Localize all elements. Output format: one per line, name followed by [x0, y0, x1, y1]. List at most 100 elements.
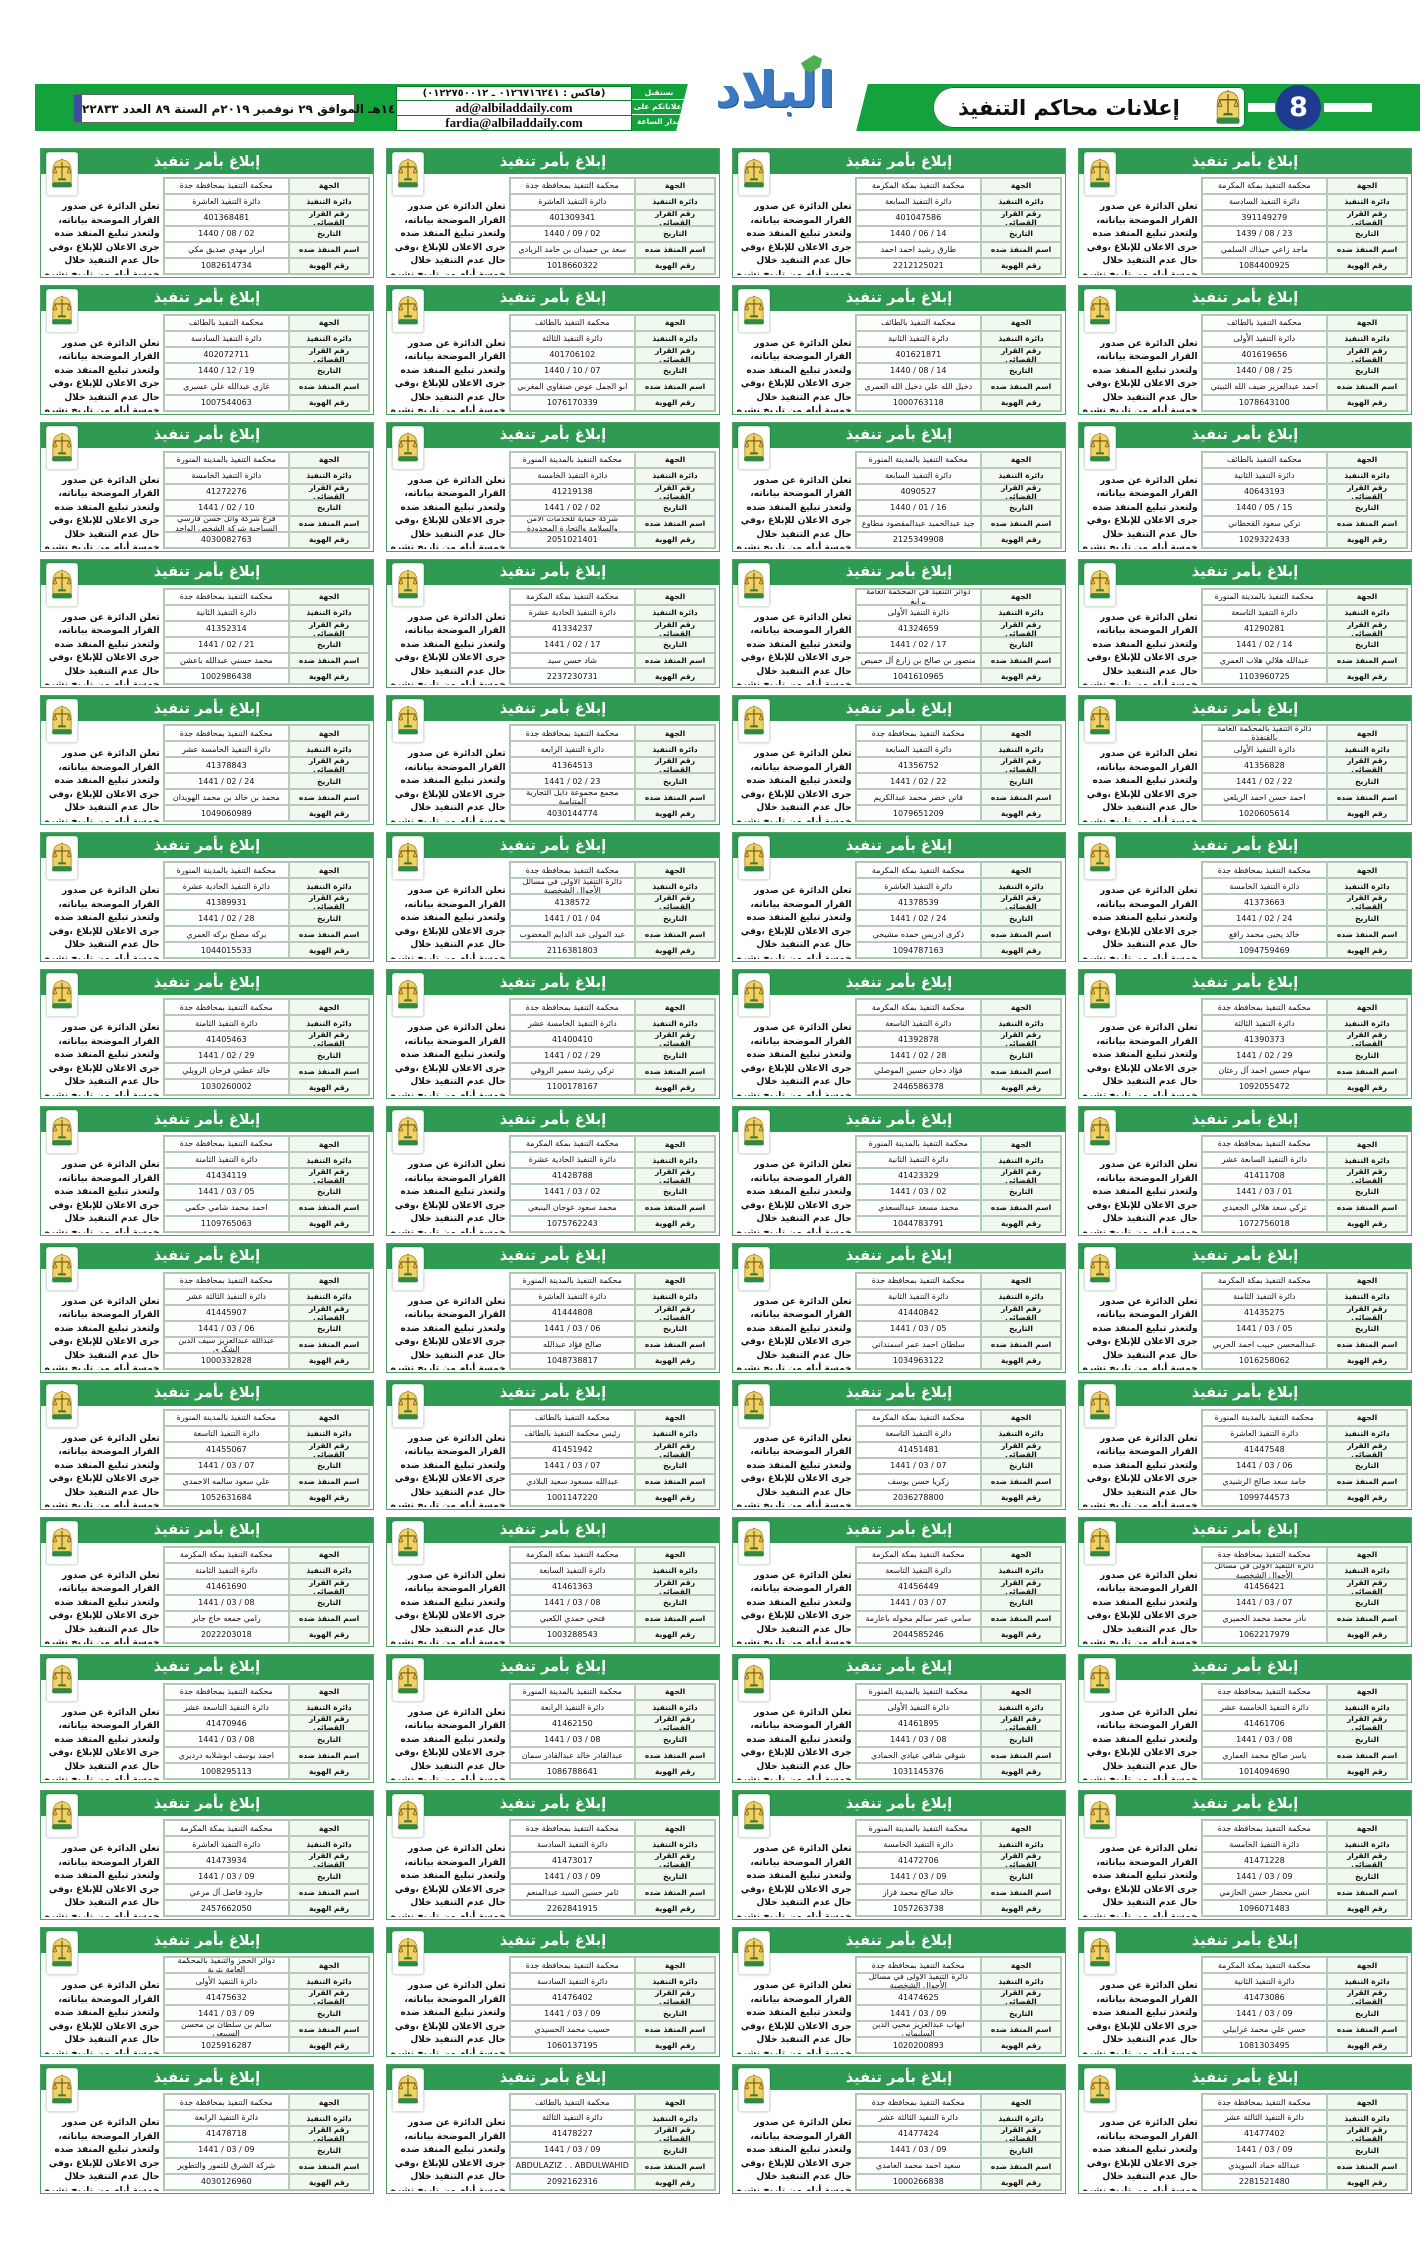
card-body: الجهة محكمة التنفيذ بمحافظة جدة دائرة ال… [41, 174, 373, 277]
execution-notice-card: إبلاغ بأمر تنفيذ الجهة محكمة التنفيذ بمح… [40, 695, 374, 826]
card-table: الجهة محكمة التنفيذ بالطائف دائرة التنفي… [508, 313, 716, 412]
ministry-justice-emblem-icon [52, 705, 72, 735]
value-department: دائرة التنفيذ الأولى في مسائل الأحوال ال… [1201, 1562, 1327, 1579]
value-date: 17 / 02 / 1441 [855, 636, 981, 653]
card-title: إبلاغ بأمر تنفيذ [733, 833, 1065, 859]
card-announcement-text: تعلن الدائرة عن صدور القرار الموضحة بيان… [736, 2118, 852, 2191]
label-decision-no: رقم القرار القضائي [1327, 2126, 1407, 2143]
value-date: 10 / 02 / 1441 [163, 499, 289, 516]
label-id-no: رقم الهوية [1327, 1352, 1407, 1369]
card-title: إبلاغ بأمر تنفيذ [1079, 559, 1411, 585]
card-title: إبلاغ بأمر تنفيذ [733, 970, 1065, 996]
label-name: اسم المنفذ ضده [635, 378, 715, 395]
card-table: الجهة محكمة التنفيذ بمحافظة جدة دائرة ال… [1200, 1682, 1408, 1781]
ministry-justice-emblem-icon [52, 2074, 72, 2104]
card-announcement-text: تعلن الدائرة عن صدور القرار الموضحة بيان… [44, 1023, 160, 1097]
label-decision-no: رقم القرار القضائي [981, 1852, 1061, 1869]
value-jurisdiction: محكمة التنفيذ بمكة المكرمة [855, 178, 981, 194]
value-jurisdiction: محكمة التنفيذ بالمدينة المنورة [855, 1683, 981, 1700]
card-table: الجهة محكمة التنفيذ بالطائف دائرة التنفي… [508, 1408, 716, 1507]
label-name: اسم المنفذ ضده [981, 2158, 1061, 2175]
value-jurisdiction: محكمة التنفيذ بالطائف [1201, 314, 1327, 331]
execution-notice-card: إبلاغ بأمر تنفيذ الجهة محكمة التنفيذ بمك… [386, 558, 720, 689]
card-title: إبلاغ بأمر تنفيذ [1079, 1243, 1411, 1269]
albilad-logo-text: البلاد [715, 61, 835, 119]
value-date: 07 / 03 / 1441 [855, 1457, 981, 1474]
label-department: دائرة التنفيذ [635, 193, 715, 210]
value-name: تركي سعود القحطاني [1201, 515, 1327, 532]
value-date: 09 / 03 / 1441 [163, 2142, 289, 2159]
card-title: إبلاغ بأمر تنفيذ [41, 696, 373, 722]
label-decision-no: رقم القرار القضائي [981, 483, 1061, 500]
card-title: إبلاغ بأمر تنفيذ [387, 285, 719, 311]
card-body: الجهة محكمة التنفيذ بمحافظة جدة دائرة ال… [1079, 858, 1411, 961]
value-jurisdiction: محكمة التنفيذ بمحافظة جدة [509, 862, 635, 879]
value-date: 06 / 03 / 1441 [1201, 1457, 1327, 1474]
value-decision-no: 41475632 [163, 1989, 289, 2006]
execution-notice-card: إبلاغ بأمر تنفيذ الجهة محكمة التنفيذ بال… [1078, 284, 1412, 415]
label-id-no: رقم الهوية [1327, 257, 1407, 274]
label-date: التاريخ [289, 2005, 369, 2022]
label-id-no: رقم الهوية [1327, 1626, 1407, 1643]
label-jurisdiction: الجهة [981, 178, 1061, 194]
card-table: الجهة محكمة التنفيذ بالمدينة المنورة دائ… [854, 450, 1062, 549]
ministry-justice-emblem-icon [52, 1527, 72, 1557]
value-date: 14 / 02 / 1441 [1201, 636, 1327, 653]
label-name: اسم المنفذ ضده [981, 1884, 1061, 1901]
card-table: الجهة دائرة التنفيذ بالمحكمة العامة بالق… [1200, 724, 1408, 823]
execution-notice-card: إبلاغ بأمر تنفيذ الجهة محكمة التنفيذ بمح… [386, 969, 720, 1100]
card-announcement-text: تعلن الدائرة عن صدور القرار الموضحة بيان… [736, 1570, 852, 1644]
label-department: دائرة التنفيذ [289, 1425, 369, 1442]
value-id-no: 2022203018 [163, 1626, 289, 1643]
label-id-no: رقم الهوية [981, 531, 1061, 548]
label-name: اسم المنفذ ضده [981, 1336, 1061, 1353]
execution-notice-card: إبلاغ بأمر تنفيذ الجهة محكمة التنفيذ بال… [732, 1790, 1066, 1921]
card-table: الجهة محكمة التنفيذ بالمدينة المنورة دائ… [854, 1135, 1062, 1233]
value-date: 09 / 03 / 1441 [1201, 2005, 1327, 2022]
label-name: اسم المنفذ ضده [635, 2158, 715, 2175]
value-name: مجمع مجموعة دايل التجارية المتنامية [509, 789, 635, 806]
card-table: الجهة محكمة التنفيذ بمحافظة جدة دائرة ال… [162, 724, 370, 823]
label-decision-no: رقم القرار القضائي [1327, 1989, 1407, 2006]
card-title: إبلاغ بأمر تنفيذ [41, 149, 373, 174]
execution-notice-card: إبلاغ بأمر تنفيذ الجهة محكمة التنفيذ بمح… [1078, 1653, 1412, 1784]
label-date: التاريخ [981, 1183, 1061, 1200]
card-table: الجهة محكمة التنفيذ بمحافظة جدة دائرة ال… [162, 177, 370, 275]
emblem-badge [392, 2068, 424, 2113]
label-decision-no: رقم القرار القضائي [981, 209, 1061, 226]
value-decision-no: 41451481 [855, 1441, 981, 1458]
card-announcement-text: تعلن الدائرة عن صدور القرار الموضحة بيان… [390, 1844, 506, 1918]
label-jurisdiction: الجهة [981, 1546, 1061, 1563]
execution-notice-card: إبلاغ بأمر تنفيذ الجهة دوائر الحجز والتن… [40, 1927, 374, 2058]
value-id-no: 1099744573 [1201, 1489, 1327, 1506]
card-table: الجهة محكمة التنفيذ بمكة المكرمة دائرة ا… [854, 998, 1062, 1097]
emblem-badge [392, 425, 424, 470]
value-jurisdiction: محكمة التنفيذ بالطائف [1201, 451, 1327, 468]
label-id-no: رقم الهوية [289, 1352, 369, 1369]
label-decision-no: رقم القرار القضائي [635, 620, 715, 637]
label-date: التاريخ [981, 910, 1061, 927]
execution-notice-card: إبلاغ بأمر تنفيذ الجهة محكمة التنفيذ بمك… [1078, 1927, 1412, 2058]
label-jurisdiction: الجهة [1327, 1820, 1407, 1837]
value-name: احمد يوسف ابوشلابه درديري [163, 1747, 289, 1764]
label-id-no: رقم الهوية [289, 1079, 369, 1096]
label-department: دائرة التنفيذ [1327, 604, 1407, 621]
card-body: الجهة محكمة التنفيذ بالمدينة المنورة دائ… [733, 1680, 1065, 1783]
execution-notice-card: إبلاغ بأمر تنفيذ الجهة محكمة التنفيذ بمح… [1078, 2064, 1412, 2194]
ministry-justice-emblem-icon [744, 705, 764, 735]
label-jurisdiction: الجهة [635, 451, 715, 468]
emblem-badge [46, 288, 78, 333]
label-date: التاريخ [635, 362, 715, 379]
card-body: الجهة محكمة التنفيذ بالطائف دائرة التنفي… [387, 1406, 719, 1509]
label-id-no: رقم الهوية [981, 257, 1061, 274]
value-decision-no: 41373663 [1201, 894, 1327, 911]
value-jurisdiction: محكمة التنفيذ بالمدينة المنورة [509, 1272, 635, 1289]
emblem-badge [392, 1110, 424, 1155]
card-title: إبلاغ بأمر تنفيذ [41, 422, 373, 448]
card-announcement-text: تعلن الدائرة عن صدور القرار الموضحة بيان… [44, 1844, 160, 1918]
value-decision-no: 41477402 [1201, 2126, 1327, 2143]
value-jurisdiction: محكمة التنفيذ بمكة المكرمة [855, 1409, 981, 1426]
value-decision-no: 401619656 [1201, 346, 1327, 363]
value-department: دائرة التنفيذ التاسعة عشر [163, 1699, 289, 1716]
card-body: الجهة محكمة التنفيذ بالطائف دائرة التنفي… [733, 311, 1065, 414]
